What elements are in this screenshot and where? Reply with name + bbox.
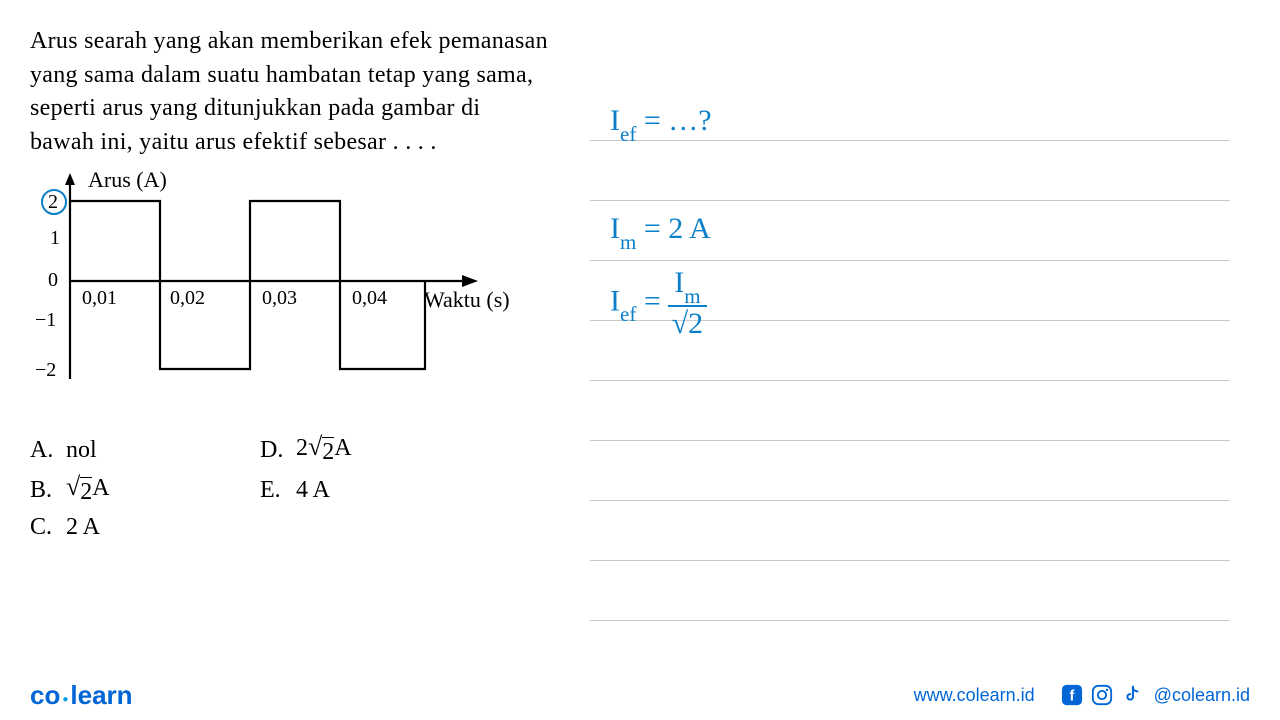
site-url[interactable]: www.colearn.id — [914, 685, 1035, 706]
opt-d-text: 2√2A — [296, 434, 352, 466]
opt-e-text: 4 A — [296, 477, 330, 504]
social-icons: f @colearn.id — [1060, 683, 1250, 707]
opt-c-text: 2 A — [66, 514, 100, 541]
tiktok-icon[interactable] — [1120, 683, 1144, 707]
opt-a-text: nol — [66, 437, 97, 464]
svg-text:f: f — [1069, 689, 1074, 705]
opt-a-letter: A. — [30, 437, 66, 464]
footer: co●learn www.colearn.id f @colearn.id — [0, 670, 1280, 720]
question-text: Arus searah yang akan memberikan efek pe… — [30, 25, 550, 159]
waveform-svg — [30, 169, 530, 399]
facebook-icon[interactable]: f — [1060, 683, 1084, 707]
brand-logo: co●learn — [30, 680, 133, 711]
hw-line-3: Ief = Im √2 — [610, 268, 707, 339]
opt-d-letter: D. — [260, 437, 296, 464]
opt-e-letter: E. — [260, 477, 296, 504]
answer-options: A. nol D. 2√2A B. √2A E. 4 A — [30, 434, 550, 541]
hw-line-1: Ief = …? — [610, 104, 712, 143]
opt-b-letter: B. — [30, 477, 66, 504]
opt-c-letter: C. — [30, 514, 66, 541]
instagram-icon[interactable] — [1090, 683, 1114, 707]
social-handle[interactable]: @colearn.id — [1154, 685, 1250, 706]
chart-square-wave: Arus (A) 2 1 0 −1 −2 0,01 0,02 0,03 0,04… — [30, 169, 530, 419]
opt-b-text: √2A — [66, 474, 110, 506]
hw-line-2: Im = 2 A — [610, 212, 711, 251]
